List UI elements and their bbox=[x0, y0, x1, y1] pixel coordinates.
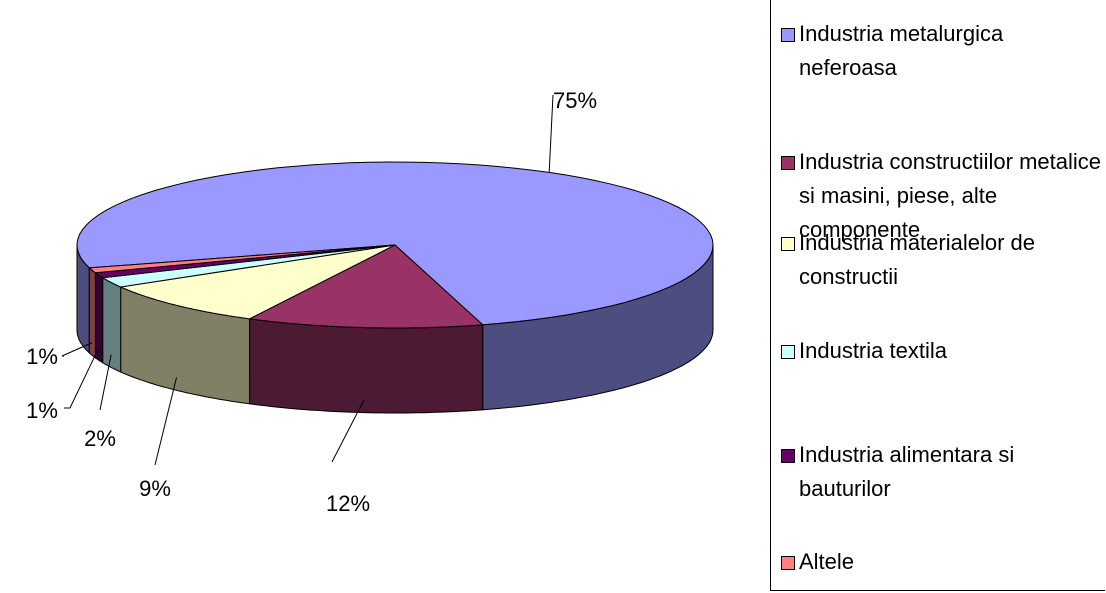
legend-item: Industria textila bbox=[781, 334, 1101, 368]
data-label: 75% bbox=[553, 88, 597, 113]
legend-label: Industria constructiilor metalice si mas… bbox=[799, 149, 1102, 242]
data-label: 1% bbox=[26, 344, 58, 369]
leader-line bbox=[154, 377, 177, 466]
slice-side bbox=[102, 276, 122, 373]
slice bbox=[247, 244, 484, 329]
data-label: 2% bbox=[84, 426, 116, 451]
slice bbox=[100, 244, 396, 288]
legend-item: Altele bbox=[781, 545, 1101, 579]
legend-item: Industria materialelor de constructii bbox=[781, 226, 1101, 294]
data-label: 12% bbox=[326, 491, 370, 516]
slice-side bbox=[94, 271, 104, 364]
leader-line bbox=[331, 399, 365, 463]
legend-swatch bbox=[781, 345, 795, 359]
legend-item: Industria metalurgica neferoasa bbox=[781, 17, 1101, 85]
slice bbox=[89, 244, 396, 274]
legend-label: Altele bbox=[799, 549, 855, 574]
legend-item: Industria constructiilor metalice si mas… bbox=[781, 145, 1101, 247]
data-label: 9% bbox=[139, 476, 171, 501]
slice-side bbox=[88, 267, 96, 360]
leader-line bbox=[99, 354, 112, 411]
leader-line bbox=[548, 94, 554, 173]
data-label: 1% bbox=[26, 398, 58, 423]
legend-swatch bbox=[781, 28, 795, 42]
slice bbox=[94, 244, 396, 279]
legend: Industria metalurgica neferoasa Industria… bbox=[770, 0, 1105, 591]
legend-label: Industria materialelor de constructii bbox=[799, 230, 1036, 289]
legend-label: Industria metalurgica neferoasa bbox=[799, 21, 1004, 80]
legend-label: Industria alimentara si bauturilor bbox=[799, 442, 1015, 501]
leader-line bbox=[61, 342, 93, 357]
leader-line bbox=[64, 347, 100, 409]
slice-side bbox=[249, 318, 484, 414]
legend-item: Industria alimentara si bauturilor bbox=[781, 438, 1101, 506]
legend-swatch bbox=[781, 237, 795, 251]
legend-swatch bbox=[781, 556, 795, 570]
slice bbox=[118, 244, 396, 320]
legend-label: Industria textila bbox=[799, 338, 947, 363]
legend-swatch bbox=[781, 449, 795, 463]
legend-swatch bbox=[781, 156, 795, 170]
chart: 75% 12% 9% 2% 1% 1% bbox=[26, 88, 714, 516]
